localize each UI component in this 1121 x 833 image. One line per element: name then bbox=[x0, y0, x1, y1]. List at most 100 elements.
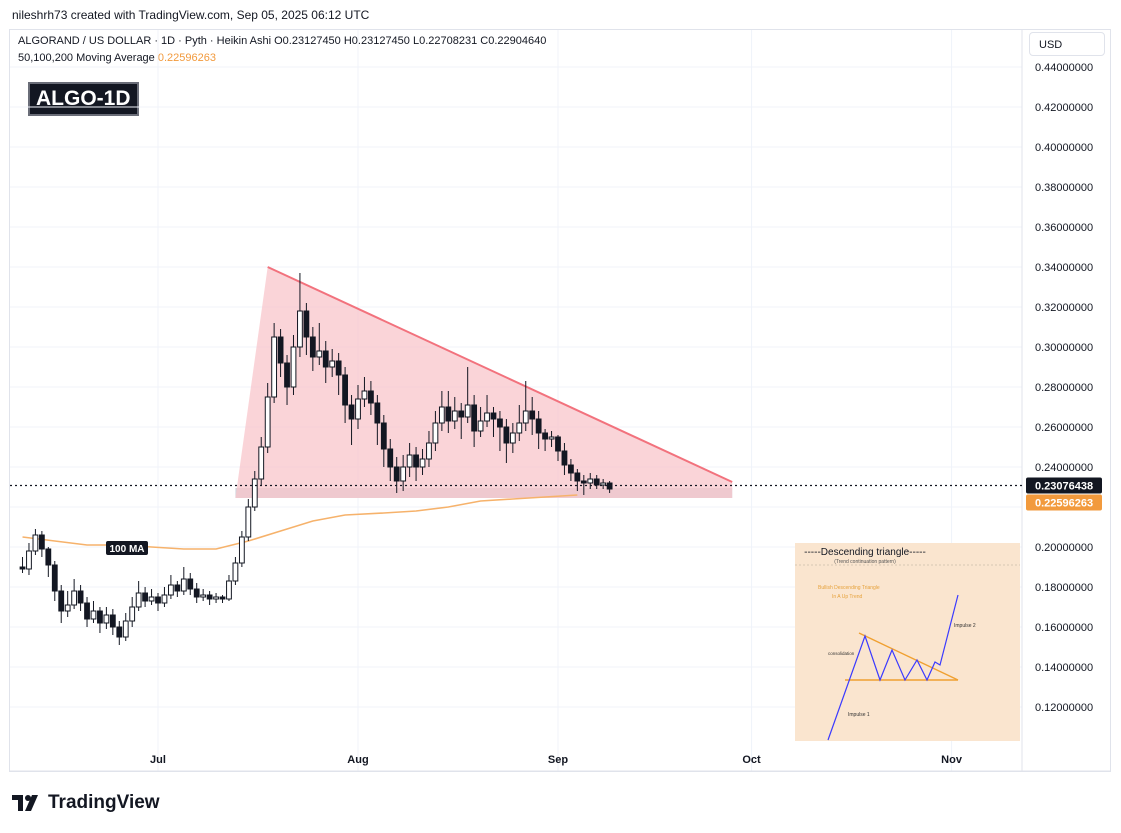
last-price-tag: 0.23076438 bbox=[1026, 477, 1102, 494]
candle-body bbox=[522, 410, 529, 424]
candle-body bbox=[432, 422, 439, 444]
candle-body bbox=[174, 584, 181, 592]
inset-price-path bbox=[827, 594, 959, 741]
candle-body bbox=[419, 458, 426, 468]
candle-body bbox=[264, 396, 271, 448]
candle bbox=[471, 395, 478, 447]
candle-body bbox=[316, 350, 323, 358]
price-tick-label: 0.36000000 bbox=[1035, 222, 1093, 234]
candle-body bbox=[580, 480, 587, 484]
candle bbox=[355, 385, 361, 429]
price-tick-label: 0.28000000 bbox=[1035, 382, 1093, 394]
candle-body bbox=[271, 336, 278, 398]
candle-body bbox=[542, 432, 548, 440]
triangle-resistance-line bbox=[267, 266, 733, 483]
candle-body bbox=[535, 418, 542, 434]
time-tick-label: Sep bbox=[548, 754, 568, 766]
price-tick-label: 0.16000000 bbox=[1035, 622, 1093, 634]
candle-body bbox=[45, 548, 52, 566]
candle-body bbox=[464, 404, 471, 418]
candle-body bbox=[303, 310, 310, 338]
ma-legend[interactable]: 50,100,200 Moving Average 0.22596263 bbox=[18, 52, 216, 64]
candle-body bbox=[226, 580, 232, 600]
currency-button[interactable]: USD bbox=[1029, 32, 1105, 56]
candle-body bbox=[329, 360, 336, 368]
candle-body bbox=[58, 590, 65, 612]
candle bbox=[400, 455, 407, 491]
candle bbox=[406, 443, 413, 477]
candle-body bbox=[451, 410, 458, 422]
ticker-badge: ALGO-1D bbox=[28, 82, 139, 116]
tradingview-logo[interactable]: TradingView bbox=[12, 792, 160, 814]
candle bbox=[258, 437, 265, 485]
candle bbox=[522, 381, 529, 431]
candle-body bbox=[64, 604, 71, 612]
price-tick-label: 0.14000000 bbox=[1035, 662, 1093, 674]
candle bbox=[271, 323, 278, 403]
candle-body bbox=[309, 336, 316, 358]
candle bbox=[348, 395, 355, 445]
candle bbox=[535, 411, 542, 449]
inset-subtitle: (Trend continuation pattern) bbox=[834, 559, 896, 565]
ma-price-tag-text: 0.22596263 bbox=[1035, 497, 1093, 509]
candle bbox=[193, 583, 200, 603]
candle-body bbox=[335, 360, 342, 376]
candle-body bbox=[587, 478, 594, 484]
candle bbox=[568, 459, 574, 481]
time-tick-label: Oct bbox=[742, 754, 761, 766]
candle bbox=[142, 587, 148, 607]
candle bbox=[245, 499, 252, 541]
candle-body bbox=[129, 606, 136, 622]
ma-100-label-text: 100 MA bbox=[109, 544, 144, 555]
candle bbox=[503, 419, 510, 463]
symbol-legend[interactable]: ALGORAND / US DOLLAR · 1D · Pyth · Heiki… bbox=[18, 35, 547, 47]
inset-label-bullish: Bullish Descending Triangle bbox=[818, 585, 880, 591]
candle bbox=[64, 591, 71, 617]
pattern-inset: -----Descending triangle-----(Trend cont… bbox=[795, 543, 1020, 741]
candle-body bbox=[71, 590, 78, 606]
chart-credit: nileshrh73 created with TradingView.com,… bbox=[12, 8, 370, 22]
candle-body bbox=[503, 426, 510, 444]
triangle-pattern bbox=[235, 266, 733, 498]
candle bbox=[555, 435, 561, 461]
candle bbox=[445, 391, 452, 433]
candle bbox=[238, 531, 245, 567]
candle bbox=[26, 543, 32, 575]
candle-body bbox=[497, 418, 503, 428]
candle-body bbox=[19, 566, 26, 570]
price-tick-label: 0.42000000 bbox=[1035, 102, 1093, 114]
candle-body bbox=[361, 390, 368, 400]
price-tick-label: 0.32000000 bbox=[1035, 302, 1093, 314]
triangle-area bbox=[235, 267, 733, 498]
candle-body bbox=[342, 374, 348, 406]
candle-body bbox=[380, 422, 387, 450]
candle bbox=[426, 431, 432, 467]
candle bbox=[490, 407, 497, 437]
last-price-tag-bg bbox=[1026, 477, 1102, 494]
candle bbox=[19, 557, 26, 573]
candle-body bbox=[142, 592, 148, 602]
time-tick-label: Aug bbox=[347, 754, 368, 766]
candle bbox=[438, 391, 445, 431]
candle-body bbox=[484, 412, 490, 422]
inset-label-impulse2: Impulse 2 bbox=[954, 623, 976, 629]
candle bbox=[516, 405, 523, 441]
candle-body bbox=[548, 436, 555, 440]
candle-body bbox=[277, 336, 284, 364]
candle-body bbox=[206, 594, 213, 600]
candle-body bbox=[413, 454, 419, 468]
candle bbox=[45, 547, 52, 577]
candle-body bbox=[406, 454, 413, 468]
candle-body bbox=[348, 404, 355, 420]
candle-body bbox=[51, 564, 58, 592]
candle-body bbox=[368, 390, 374, 404]
time-axis: Jul Aug Sep Oct Nov bbox=[150, 754, 963, 766]
candle-body bbox=[471, 404, 478, 432]
candle-body bbox=[238, 536, 245, 564]
candle-body bbox=[568, 464, 574, 474]
candle bbox=[206, 591, 213, 605]
candle bbox=[374, 395, 381, 445]
candle bbox=[432, 411, 439, 451]
candle bbox=[477, 407, 484, 437]
